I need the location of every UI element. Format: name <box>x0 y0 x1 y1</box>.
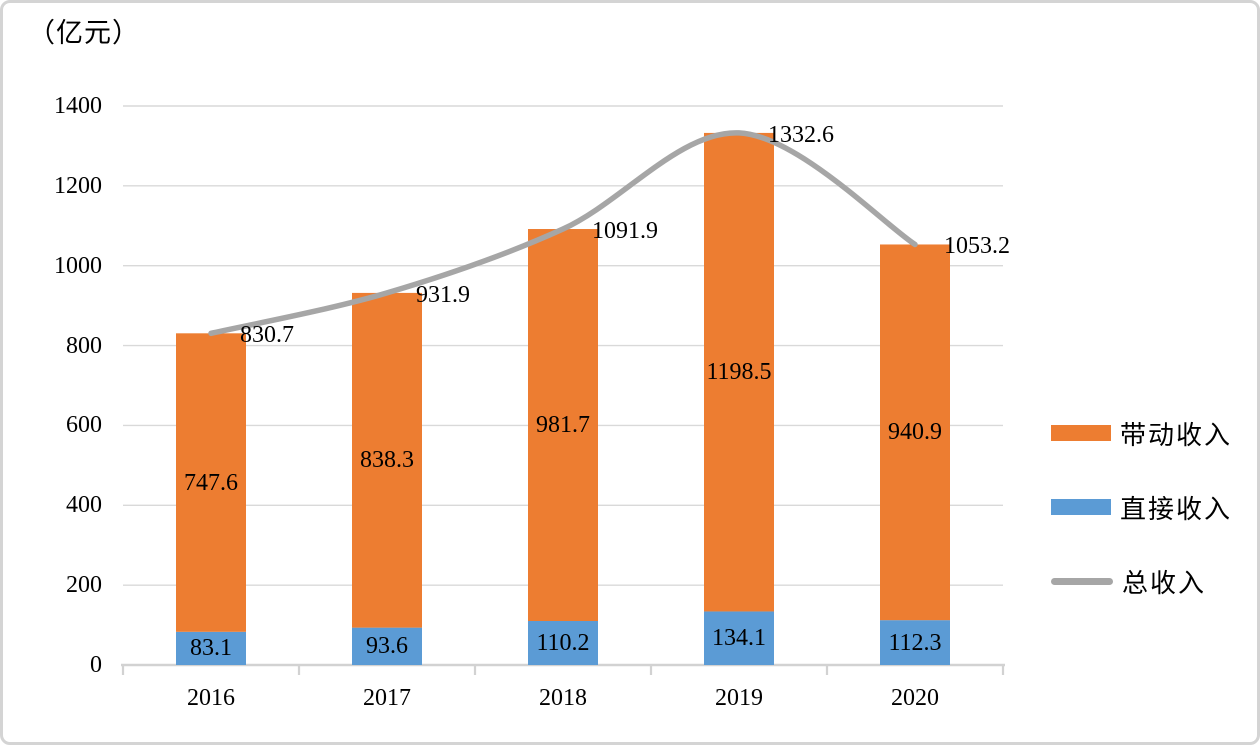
bar-segment-带动收入 <box>880 244 950 621</box>
bar-segment-直接收入 <box>528 620 598 665</box>
legend-swatch-bar-blue <box>1051 499 1111 515</box>
legend-item-daidong-shouru: 带动收入 <box>1051 418 1232 450</box>
legend-swatch-line-gray <box>1051 577 1113 585</box>
bar-segment-带动收入 <box>176 333 246 632</box>
legend-label-zong-shouru: 总收入 <box>1122 568 1207 598</box>
legend-item-zhijie-shouru: 直接收入 <box>1051 492 1232 524</box>
legend: 带动收入 直接收入 总收入 <box>1051 418 1232 598</box>
bar-segment-直接收入 <box>704 611 774 665</box>
bar-segment-带动收入 <box>352 292 422 628</box>
plot-svg <box>121 105 1005 675</box>
bar-segment-直接收入 <box>176 631 246 665</box>
axis-unit-label: （亿元） <box>28 18 140 48</box>
legend-label-zhijie-shouru: 直接收入 <box>1120 494 1233 524</box>
bar-segment-直接收入 <box>880 620 950 665</box>
bar-segment-直接收入 <box>352 627 422 665</box>
line-series-总收入 <box>208 130 918 337</box>
legend-item-zong-shouru: 总收入 <box>1051 566 1232 598</box>
bar-segment-带动收入 <box>528 229 598 621</box>
legend-label-daidong-shouru: 带动收入 <box>1120 420 1233 450</box>
bar-segment-带动收入 <box>704 132 774 612</box>
legend-swatch-bar-orange <box>1051 425 1111 441</box>
